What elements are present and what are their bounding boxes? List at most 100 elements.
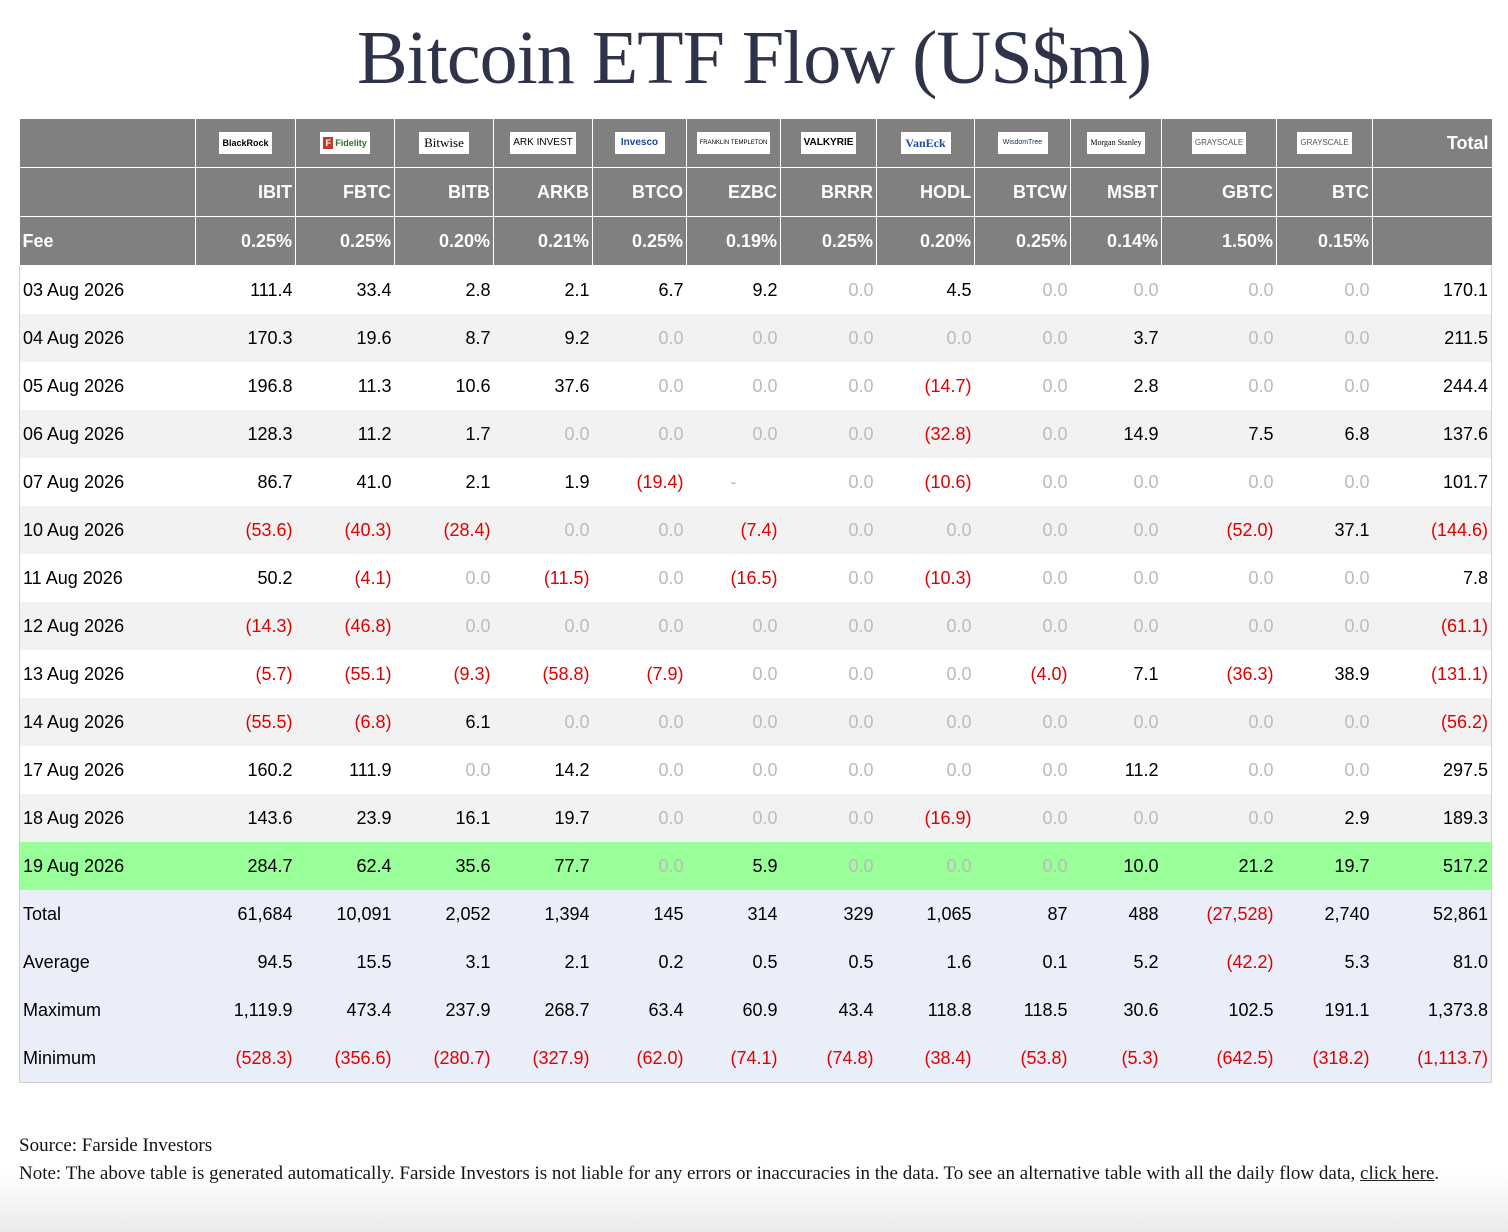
stat-cell: 0.5 (686, 938, 781, 986)
stat-cell: (74.1) (686, 1034, 781, 1083)
flow-cell: 0.0 (493, 602, 593, 650)
disclaimer-end: . (1434, 1163, 1440, 1184)
flow-cell: 0.0 (592, 698, 687, 746)
flow-cell: 11.3 (295, 362, 395, 410)
table-row: 12 Aug 2026 (14.3) (46.8) 0.0 0.0 0.0 0.0 0.0 0.… (19, 602, 1492, 650)
fee-cell: 0.25% (780, 216, 877, 266)
blank-cell (1372, 167, 1492, 217)
flow-cell: 19.7 (1276, 842, 1373, 890)
flow-cell: (10.3) (876, 554, 975, 602)
date-cell: 18 Aug 2026 (19, 794, 196, 842)
fee-cell: 0.25% (592, 216, 687, 266)
flow-cell: 62.4 (295, 842, 395, 890)
date-cell: 17 Aug 2026 (19, 746, 196, 794)
source-note: Source: Farside Investors (19, 1135, 213, 1156)
flow-cell: 77.7 (493, 842, 593, 890)
flow-cell: 19.6 (295, 314, 395, 362)
fee-cell: 0.20% (394, 216, 494, 266)
fund-logo-cell: VALKYRIE (780, 119, 877, 168)
stat-cell: 102.5 (1161, 986, 1277, 1034)
stat-cell: 15.5 (295, 938, 395, 986)
stat-label: Average (19, 938, 196, 986)
fund-logo: GRAYSCALE (1191, 132, 1247, 155)
stat-cell: 87 (974, 890, 1071, 938)
stat-cell: (327.9) (493, 1034, 593, 1083)
flow-cell: (19.4) (592, 458, 687, 506)
fee-cell: 0.25% (195, 216, 296, 266)
flow-cell: 10.6 (394, 362, 494, 410)
flow-cell: 11.2 (1070, 746, 1162, 794)
click-here-link[interactable]: click here (1360, 1163, 1435, 1184)
flow-cell: 0.0 (974, 506, 1071, 554)
stat-cell: 488 (1070, 890, 1162, 938)
stat-cell: (5.3) (1070, 1034, 1162, 1083)
row-total-cell: (56.2) (1372, 698, 1492, 746)
flow-cell: 0.0 (876, 506, 975, 554)
stat-cell: 191.1 (1276, 986, 1373, 1034)
stat-cell: (318.2) (1276, 1034, 1373, 1083)
table-row: 10 Aug 2026 (53.6) (40.3) (28.4) 0.0 0.0 (7.4)… (19, 506, 1492, 554)
footer: Source: Farside Investors Note: The abov… (19, 1132, 1489, 1188)
fee-cell: 0.20% (876, 216, 975, 266)
flow-cell: 128.3 (195, 410, 296, 458)
flow-cell: 0.0 (876, 698, 975, 746)
flow-cell: 19.7 (493, 794, 593, 842)
fund-logo-cell: Fidelity (295, 119, 395, 168)
stat-cell: 145 (592, 890, 687, 938)
flow-cell: 0.0 (1161, 314, 1277, 362)
flow-cell: 0.0 (592, 602, 687, 650)
row-total-cell: (144.6) (1372, 506, 1492, 554)
flow-cell: 0.0 (780, 265, 877, 314)
stat-row: Maximum 1,119.9 473.4 237.9 268.7 63.4 60.9 43.… (19, 986, 1492, 1034)
stat-total-cell: (1,113.7) (1372, 1034, 1492, 1083)
fund-logo-cell: WisdomTree (974, 119, 1071, 168)
flow-cell: (16.9) (876, 794, 975, 842)
date-cell: 07 Aug 2026 (19, 458, 196, 506)
table-row: 06 Aug 2026 128.3 11.2 1.7 0.0 0.0 0.0 0.0 (32.8… (19, 410, 1492, 458)
fund-logo-cell: ARK INVEST (493, 119, 593, 168)
flow-cell: 8.7 (394, 314, 494, 362)
flow-cell: (55.5) (195, 698, 296, 746)
flow-cell: 6.1 (394, 698, 494, 746)
logo-header-row: BlackRock Fidelity Bitwise ARK INVEST Invesc… (19, 119, 1492, 168)
flow-cell: 0.0 (1161, 698, 1277, 746)
date-cell: 11 Aug 2026 (19, 554, 196, 602)
row-total-cell: 211.5 (1372, 314, 1492, 362)
flow-cell: 0.0 (1070, 506, 1162, 554)
ticker-cell: BTC (1276, 167, 1373, 217)
fund-logo-cell: Invesco (592, 119, 687, 168)
stat-cell: 268.7 (493, 986, 593, 1034)
stat-cell: 60.9 (686, 986, 781, 1034)
flow-cell: (40.3) (295, 506, 395, 554)
flow-cell: (46.8) (295, 602, 395, 650)
ticker-cell: BTCW (974, 167, 1071, 217)
table-row: 13 Aug 2026 (5.7) (55.1) (9.3) (58.8) (7.9) 0.… (19, 650, 1492, 698)
flow-cell: 0.0 (974, 842, 1071, 890)
flow-cell: 6.8 (1276, 410, 1373, 458)
ticker-cell: BTCO (592, 167, 687, 217)
flow-cell: (32.8) (876, 410, 975, 458)
stat-cell: 237.9 (394, 986, 494, 1034)
flow-cell: 38.9 (1276, 650, 1373, 698)
fund-logo: ARK INVEST (510, 132, 576, 155)
flow-cell: 2.1 (493, 265, 593, 314)
fund-logo: Fidelity (320, 132, 370, 155)
flow-cell: 0.0 (780, 746, 877, 794)
flow-cell: 6.7 (592, 265, 687, 314)
stat-cell: 94.5 (195, 938, 296, 986)
ticker-cell: MSBT (1070, 167, 1162, 217)
row-total-cell: 7.8 (1372, 554, 1492, 602)
stat-cell: 329 (780, 890, 877, 938)
flow-cell: 0.0 (493, 506, 593, 554)
stat-cell: 5.3 (1276, 938, 1373, 986)
flow-cell: 160.2 (195, 746, 296, 794)
stat-cell: 2,052 (394, 890, 494, 938)
flow-cell: 0.0 (394, 554, 494, 602)
flow-cell: (7.4) (686, 506, 781, 554)
stat-cell: 61,684 (195, 890, 296, 938)
flow-cell: 0.0 (780, 842, 877, 890)
flow-cell: 0.0 (686, 794, 781, 842)
flow-cell: 16.1 (394, 794, 494, 842)
flow-cell: 0.0 (974, 602, 1071, 650)
flow-cell: 0.0 (1070, 794, 1162, 842)
